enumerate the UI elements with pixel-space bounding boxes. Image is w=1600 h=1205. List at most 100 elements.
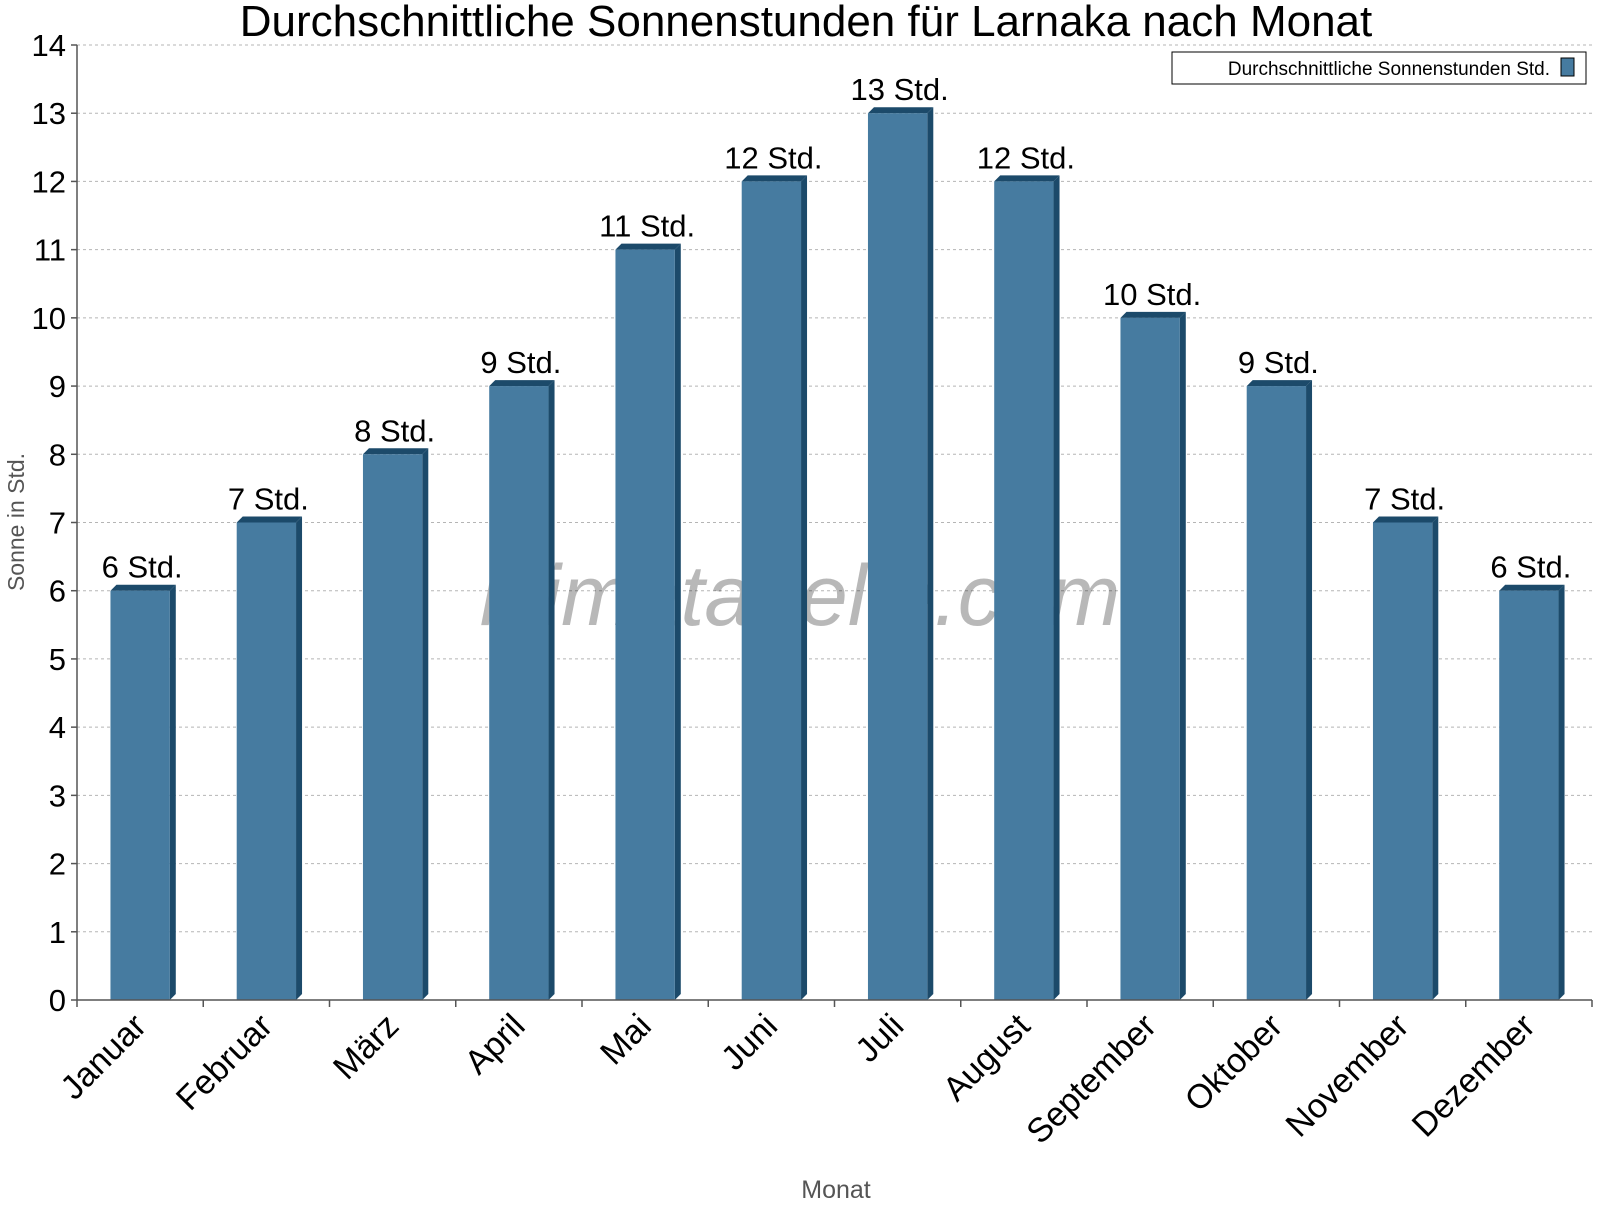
gridlines	[77, 44, 1592, 933]
bar-top	[236, 516, 303, 523]
bar-top	[615, 243, 681, 250]
y-tick-label: 3	[49, 778, 66, 813]
bar	[110, 590, 170, 1000]
bar	[362, 454, 423, 1000]
bar-top	[741, 175, 808, 182]
y-tick-label: 9	[49, 369, 66, 404]
bar-side	[548, 380, 555, 1001]
bar-side	[1306, 380, 1313, 1001]
bar-side	[169, 584, 176, 1000]
bar-side	[1558, 584, 1565, 1000]
bars	[110, 107, 1565, 1001]
bar	[489, 386, 549, 1001]
bar	[1372, 522, 1433, 1000]
bar-group	[615, 243, 681, 1001]
bar-side	[674, 243, 681, 1001]
data-labels: 6 Std. 7 Std. 8 Std. 9 Std. 11 Std. 12 Std. 13…	[102, 72, 1572, 585]
y-tick-label: 1	[49, 915, 66, 950]
bar-side	[1179, 311, 1186, 1000]
bar-group	[867, 107, 934, 1000]
bar	[615, 249, 675, 1001]
legend: Durchschnittliche Sonnenstunden Std.	[1171, 51, 1587, 85]
bar	[994, 181, 1054, 1000]
bar-value-label: 9 Std.	[1238, 345, 1319, 380]
bar-group	[362, 448, 429, 1000]
bar-group	[994, 175, 1060, 1000]
bar-side	[801, 175, 808, 1000]
bar-group	[1246, 380, 1313, 1001]
bar-value-label: 12 Std.	[977, 140, 1075, 175]
x-tick-label: September	[1019, 1007, 1163, 1151]
bar-side	[1053, 175, 1060, 1000]
bar-value-label: 6 Std.	[1490, 550, 1571, 585]
bar-group	[236, 516, 303, 1000]
bar-top	[362, 448, 429, 455]
bar-group	[1120, 311, 1186, 1000]
bar-top	[1120, 311, 1186, 318]
y-axis-label: Sonne in Std.	[3, 453, 29, 591]
y-tick-label: 8	[49, 437, 66, 472]
bar	[1120, 317, 1180, 1000]
bar-group	[741, 175, 808, 1000]
bar-top	[1499, 584, 1565, 591]
bar-value-label: 8 Std.	[354, 413, 435, 448]
bar	[236, 522, 297, 1000]
y-tick-label: 2	[49, 847, 66, 882]
bar-value-label: 13 Std.	[851, 72, 949, 107]
x-tick-label: Juni	[714, 1007, 785, 1078]
bar-group	[489, 380, 555, 1001]
y-tick-label: 7	[49, 506, 66, 541]
bar-top	[110, 584, 176, 591]
x-tick-label: Dezember	[1405, 1007, 1543, 1145]
bar-top	[867, 107, 934, 114]
y-tick-label: 0	[49, 983, 66, 1018]
bar-side	[422, 448, 429, 1000]
bar	[741, 181, 802, 1000]
bar-top	[1246, 380, 1313, 387]
bar-value-label: 12 Std.	[724, 140, 822, 175]
x-axis-label: Monat	[801, 1176, 871, 1200]
bar-group	[1372, 516, 1439, 1000]
bar-value-label: 7 Std.	[1364, 482, 1445, 517]
bar	[1499, 590, 1559, 1000]
y-tick-label: 13	[32, 96, 66, 131]
x-tick-label: März	[326, 1007, 406, 1087]
bar-side	[1432, 516, 1439, 1000]
x-tick-label: Oktober	[1178, 1007, 1290, 1119]
bar-group	[110, 584, 176, 1000]
x-tick-label: Mai	[593, 1007, 659, 1073]
y-tick-label: 11	[34, 233, 66, 268]
bar-side	[927, 107, 934, 1000]
y-tick-label: 6	[49, 574, 66, 609]
legend-box	[1171, 51, 1587, 85]
x-axis-ticks: Januar Februar März April Mai Juni Juli AugustS…	[53, 1000, 1593, 1151]
chart-title: Durchschnittliche Sonnenstunden für Larn…	[240, 0, 1372, 46]
x-tick-label: Februar	[169, 1007, 280, 1118]
bar	[867, 113, 928, 1000]
x-tick-label: August	[936, 1006, 1038, 1108]
bar-top	[1372, 516, 1439, 523]
bar-value-label: 9 Std.	[480, 345, 561, 380]
bar-group	[1499, 584, 1565, 1000]
bar	[1246, 386, 1307, 1001]
bar-value-label: 6 Std.	[102, 550, 183, 585]
bar-top	[489, 380, 555, 387]
y-tick-label: 12	[32, 164, 66, 199]
bar-top	[994, 175, 1060, 182]
x-tick-label: Januar	[53, 1007, 153, 1107]
bar-value-label: 7 Std.	[228, 482, 309, 517]
bar-value-label: 10 Std.	[1103, 277, 1201, 312]
y-tick-label: 4	[49, 710, 66, 745]
y-tick-label: 14	[32, 28, 66, 63]
legend-swatch	[1560, 57, 1575, 77]
y-tick-label: 5	[49, 642, 66, 677]
bar-side	[296, 516, 303, 1000]
legend-label: Durchschnittliche Sonnenstunden Std.	[1228, 59, 1550, 80]
x-tick-label: April	[458, 1007, 533, 1082]
x-tick-label: November	[1279, 1007, 1417, 1145]
bar-value-label: 11 Std.	[599, 209, 695, 244]
x-tick-label: Juli	[848, 1007, 911, 1070]
